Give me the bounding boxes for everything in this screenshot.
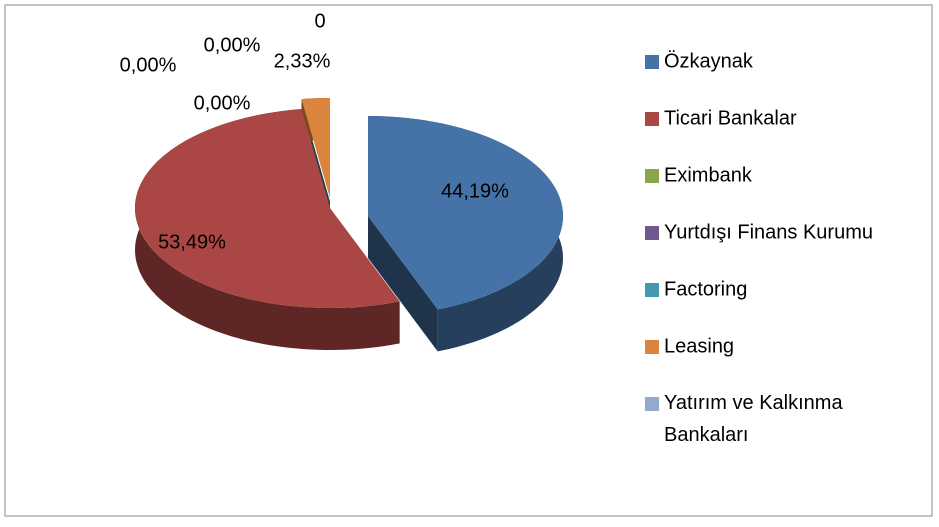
slice [301, 98, 330, 198]
data-label: 0,00% [204, 34, 261, 56]
legend-label: Yurtdışı Finans Kurumu [664, 221, 873, 243]
legend-swatch [645, 397, 659, 411]
data-label: 0,00% [194, 92, 251, 114]
legend-label: Factoring [664, 278, 747, 300]
legend-label: Ticari Bankalar [664, 107, 797, 129]
slice [135, 109, 400, 309]
slice [368, 116, 563, 310]
data-label: 0 [314, 10, 325, 32]
legend-label: Yatırım ve Kalkınma Bankaları [664, 392, 843, 446]
legend-swatch [645, 226, 659, 240]
legend-label: Özkaynak [664, 50, 754, 72]
legend-swatch [645, 169, 659, 183]
data-label: 2,33% [274, 50, 331, 72]
legend-swatch [645, 340, 659, 354]
slice-wall [368, 216, 438, 352]
legend-label: Eximbank [664, 164, 753, 186]
legend-swatch [645, 283, 659, 297]
data-label: 44,19% [441, 180, 509, 202]
data-label: 0,00% [120, 54, 177, 76]
legend-label: Leasing [664, 335, 734, 357]
legend-swatch [645, 112, 659, 126]
data-label: 53,49% [158, 231, 226, 253]
legend-swatch [645, 55, 659, 69]
